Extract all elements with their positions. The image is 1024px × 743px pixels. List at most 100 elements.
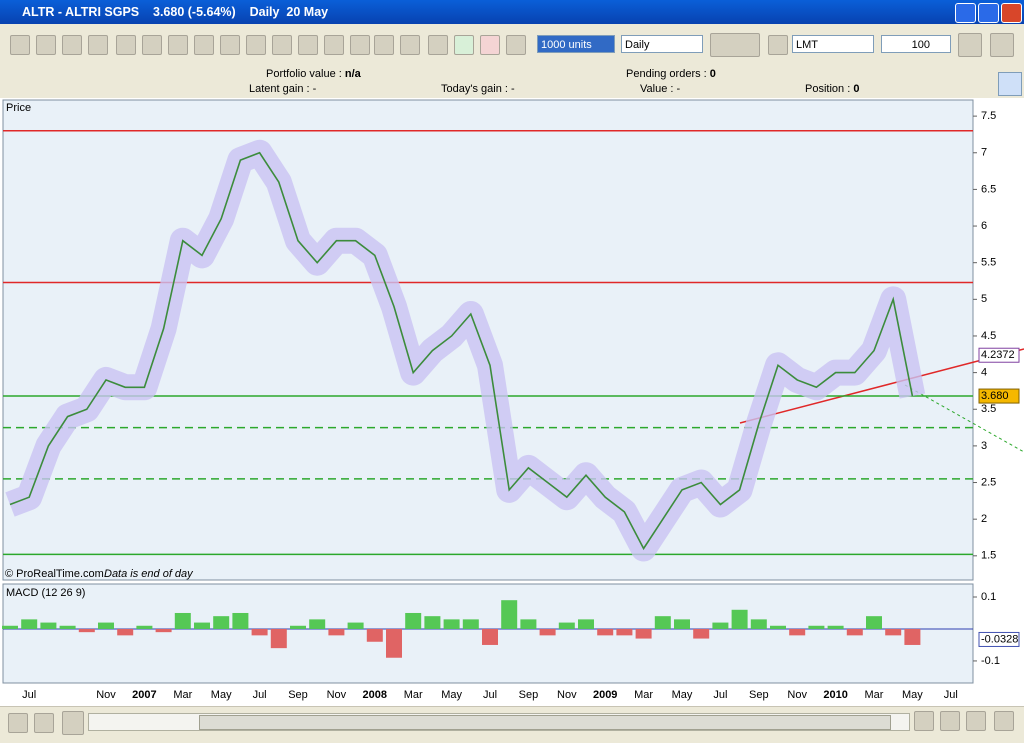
hline-tool[interactable] [168, 35, 188, 55]
x-tick-label: Sep [749, 689, 769, 701]
zoom-tool[interactable] [88, 35, 108, 55]
parallel-tool[interactable] [272, 35, 292, 55]
mail-button[interactable] [8, 713, 28, 733]
scrollbar[interactable] [88, 713, 910, 731]
x-tick-label: Jul [253, 689, 267, 701]
trend-line [904, 384, 1024, 453]
x-tick-label: Sep [288, 689, 308, 701]
status-item: Latent gain : - [249, 83, 316, 95]
buy-order-button[interactable] [958, 33, 982, 57]
fan-tool[interactable] [298, 35, 318, 55]
price-marker-label: 3.680 [981, 390, 1009, 402]
trend-tool[interactable] [374, 35, 394, 55]
x-tick-label: Nov [96, 689, 116, 701]
alert-tool[interactable] [62, 35, 82, 55]
x-tick-label: 2009 [593, 689, 617, 701]
sell-button[interactable] [480, 35, 500, 55]
x-tick-label: 2007 [132, 689, 156, 701]
y-tick-label: -0.1 [981, 655, 1000, 667]
chart-type-button[interactable] [710, 33, 760, 57]
status-item: Portfolio value : n/a [266, 68, 361, 80]
swap-button[interactable] [998, 72, 1022, 96]
macd-bar [98, 622, 114, 629]
macd-bar [78, 628, 95, 633]
price-marker-label: -0.0328 [981, 633, 1018, 645]
line-tool[interactable] [116, 35, 136, 55]
macd-bar [770, 625, 786, 629]
disconnect-button[interactable] [62, 711, 84, 735]
maximize-button[interactable] [978, 3, 999, 23]
print-button[interactable] [34, 713, 54, 733]
macd-bar [712, 622, 729, 629]
x-tick-label: Jul [713, 689, 727, 701]
buy-button[interactable] [454, 35, 474, 55]
macd-bar [270, 628, 287, 649]
panel-title: Price [6, 102, 31, 114]
zoom-out-button[interactable] [966, 711, 986, 731]
x-tick-label: Jul [944, 689, 958, 701]
price-marker [978, 388, 1020, 404]
close-position-button[interactable] [506, 35, 526, 55]
y-tick-label: 4 [981, 367, 987, 379]
macd-bar [693, 628, 710, 639]
x-tick-label: Nov [787, 689, 807, 701]
value: n/a [344, 68, 361, 80]
zoom-in-button[interactable] [994, 711, 1014, 731]
y-tick-label: 5.5 [981, 257, 996, 269]
label: Today's gain : [441, 83, 511, 95]
ray-tool[interactable] [142, 35, 162, 55]
macd-bar [424, 616, 441, 629]
macd-bar [635, 628, 652, 639]
triangle-tool[interactable] [400, 35, 420, 55]
status-item: Value : - [640, 83, 680, 95]
macd-bar [251, 628, 268, 636]
scroll-thumb[interactable] [199, 715, 891, 730]
y-tick-label: 7 [981, 147, 987, 159]
order-type-select[interactable]: LMT [792, 35, 874, 53]
delete-tool[interactable] [350, 35, 370, 55]
macd-bar [309, 619, 326, 629]
y-tick-label: 7.5 [981, 110, 996, 122]
x-tick-label: Nov [327, 689, 347, 701]
y-tick-label: 0.1 [981, 591, 996, 603]
sell-order-button[interactable] [990, 33, 1014, 57]
macd-bar [462, 619, 479, 629]
macd-bar [866, 616, 882, 629]
label: Pending orders : [626, 68, 710, 80]
macd-bar [597, 628, 614, 636]
macd-bar [117, 628, 134, 636]
quantity-input[interactable]: 100 [881, 35, 951, 53]
macd-bar [405, 612, 422, 629]
value: - [312, 83, 317, 95]
macd-bar [386, 628, 402, 658]
auto-scale-button[interactable] [914, 711, 934, 731]
fibonacci-tool[interactable] [246, 35, 266, 55]
vline-tool[interactable] [194, 35, 214, 55]
y-tick-label: 6.5 [981, 183, 996, 195]
minimize-button[interactable] [955, 3, 976, 23]
panel-title: MACD (12 26 9) [6, 587, 85, 599]
x-tick-label: Mar [173, 689, 192, 701]
period-select[interactable]: Daily [621, 35, 703, 53]
price-marker [978, 631, 1020, 647]
macd-bar [443, 619, 460, 629]
channel-tool[interactable] [220, 35, 240, 55]
close-button[interactable] [1001, 3, 1022, 23]
x-tick-label: Jul [22, 689, 36, 701]
order-settings-button[interactable] [768, 35, 788, 55]
ruler-tool[interactable] [36, 35, 56, 55]
units-select[interactable]: 1000 units [537, 35, 615, 53]
macd-bar [789, 628, 806, 636]
trend-line [739, 348, 1024, 424]
cursor-tool[interactable] [10, 35, 30, 55]
settings-tool[interactable] [324, 35, 344, 55]
window-title: ALTR - ALTRI SGPS 3.680 (-5.64%) Daily 2… [22, 5, 329, 19]
fit-button[interactable] [940, 711, 960, 731]
text-tool[interactable] [428, 35, 448, 55]
panel-icons[interactable] [40, 101, 130, 115]
x-tick-label: May [672, 689, 693, 701]
value: 0 [709, 68, 716, 80]
annotation: © ProRealTime.com [5, 568, 104, 580]
macd-bar [674, 619, 690, 629]
